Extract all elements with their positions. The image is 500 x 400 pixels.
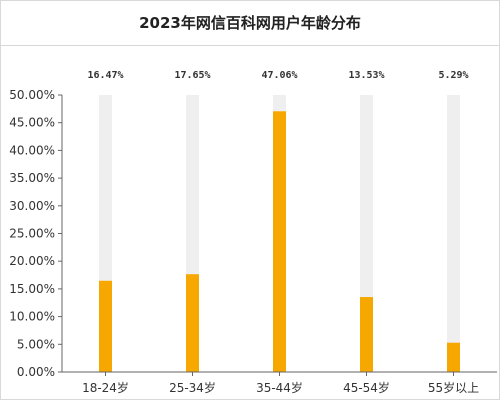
data-label: 13.53% <box>348 70 384 81</box>
y-tick-label: 5.00% <box>17 337 55 351</box>
y-tick-label: 15.00% <box>9 282 55 296</box>
bar <box>99 280 112 372</box>
y-tick-label: 30.00% <box>9 199 55 213</box>
y-tick-label: 35.00% <box>9 171 55 185</box>
x-tick-label: 45-54岁 <box>343 380 390 395</box>
data-label: 47.06% <box>261 70 297 81</box>
bar <box>360 297 373 372</box>
y-tick-label: 10.00% <box>9 310 55 324</box>
bar <box>447 342 460 372</box>
x-tick-label: 18-24岁 <box>82 380 129 395</box>
bars <box>99 111 460 372</box>
y-tick-label: 20.00% <box>9 254 55 268</box>
data-label: 17.65% <box>174 70 210 81</box>
chart-title: 2023年网信百科网用户年龄分布 <box>139 14 361 32</box>
data-label: 5.29% <box>438 70 468 81</box>
x-axis-ticks: 18-24岁 25-34岁 35-44岁 45-54岁 55岁以上 <box>82 372 479 395</box>
data-label: 16.47% <box>87 70 123 81</box>
y-tick-label: 40.00% <box>9 143 55 157</box>
y-tick-label: 0.00% <box>17 365 55 379</box>
y-tick-label: 50.00% <box>9 88 55 102</box>
x-tick-label: 25-34岁 <box>169 380 216 395</box>
data-labels: 16.47% 17.65% 47.06% 13.53% 5.29% <box>87 70 468 81</box>
y-tick-label: 25.00% <box>9 227 55 241</box>
bar <box>186 274 199 372</box>
title-divider <box>0 45 500 46</box>
bar-track <box>447 95 460 372</box>
bar <box>273 111 286 372</box>
y-tick-label: 45.00% <box>9 116 55 130</box>
x-tick-label: 35-44岁 <box>256 380 303 395</box>
x-tick-label: 55岁以上 <box>428 380 479 395</box>
y-axis-ticks: 0.00% 5.00% 10.00% 15.00% 20.00% 25.00% 30.00%… <box>9 88 62 379</box>
